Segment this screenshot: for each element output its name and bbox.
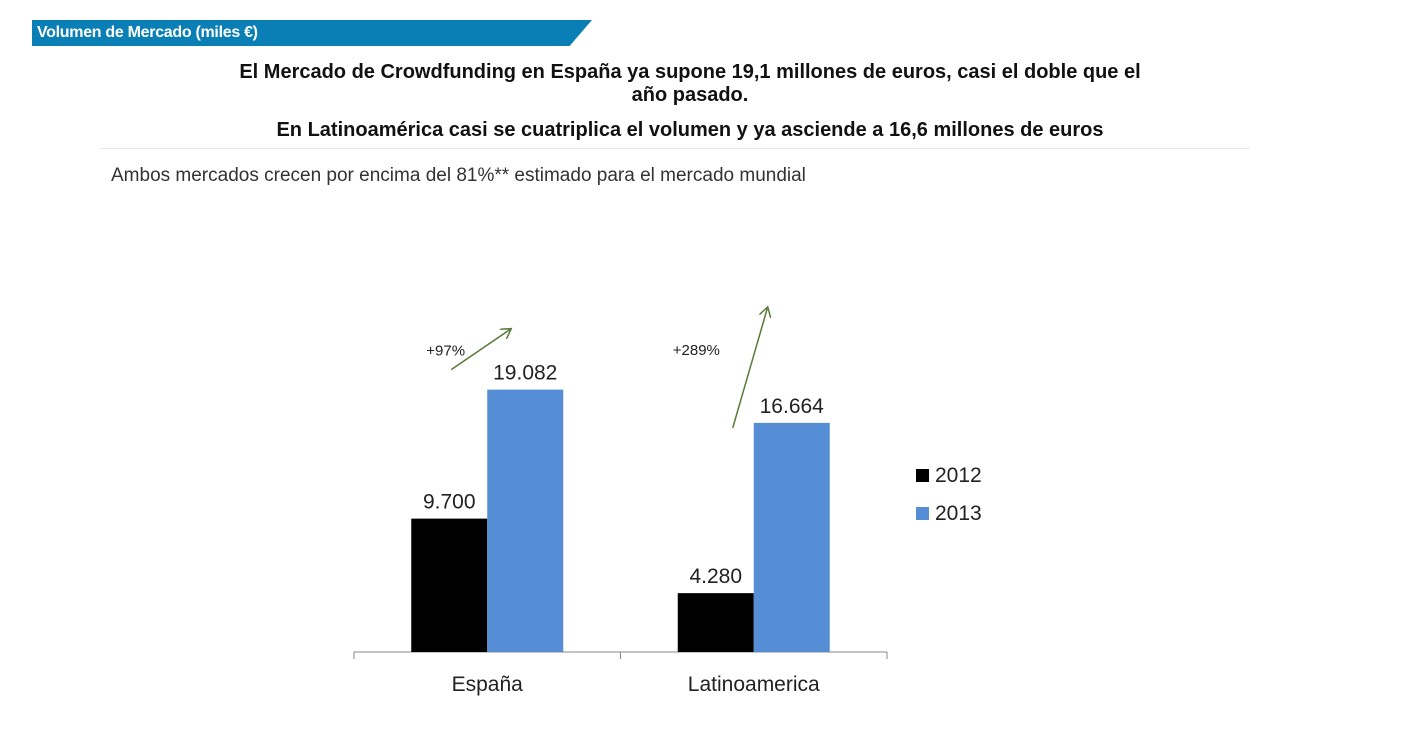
headline-main: El Mercado de Crowdfunding en España ya … — [40, 61, 1340, 107]
growth-arrow — [450, 329, 511, 371]
growth-arrow — [732, 307, 768, 429]
headline-line-3: En Latinoamérica casi se cuatriplica el … — [276, 119, 1104, 141]
growth-annotation: +97% — [426, 343, 465, 360]
growth-annotation: +289% — [673, 342, 720, 359]
bar-2012-0 — [411, 518, 488, 652]
subtitle: Ambos mercados crecen por encima del 81%… — [111, 165, 806, 186]
headline-line-2: año pasado. — [631, 84, 749, 106]
data-label: 19.082 — [493, 362, 557, 385]
bar-2013-0 — [487, 389, 564, 652]
legend-label: 2012 — [935, 464, 982, 487]
headline-line-1: El Mercado de Crowdfunding en España ya … — [239, 61, 1141, 83]
x-tick-label: Latinoamerica — [688, 673, 820, 696]
bar-2012-1 — [677, 593, 754, 652]
data-label: 9.700 — [423, 491, 476, 514]
legend-label: 2013 — [935, 502, 982, 525]
banner-label: Volumen de Mercado (miles €) — [37, 24, 258, 41]
data-label: 16.664 — [760, 395, 825, 418]
section-banner: Volumen de Mercado (miles €) — [32, 20, 592, 46]
divider — [100, 148, 1250, 149]
legend-swatch-2012 — [916, 469, 929, 482]
data-label: 4.280 — [689, 565, 742, 588]
bar-2013-1 — [753, 422, 830, 652]
x-tick-label: España — [452, 673, 524, 696]
legend-swatch-2013 — [916, 507, 929, 520]
